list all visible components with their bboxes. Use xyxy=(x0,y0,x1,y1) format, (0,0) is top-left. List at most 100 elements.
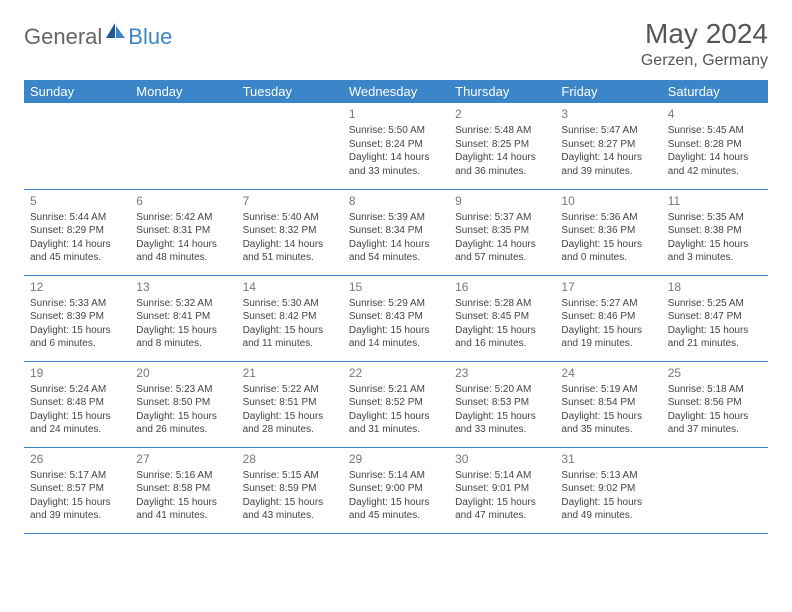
sunrise-line: Sunrise: 5:21 AM xyxy=(349,383,443,397)
calendar-day-cell: 31Sunrise: 5:13 AMSunset: 9:02 PMDayligh… xyxy=(555,447,661,533)
calendar-day-cell: 16 Sunrise: 5:28 AMSunset: 8:45 PMDayligh… xyxy=(449,275,555,361)
page-header: General Blue May 2024 Gerzen, Germany xyxy=(24,18,768,70)
day-number: 9 xyxy=(455,193,549,209)
day-number: 16 xyxy=(455,279,549,295)
sunset-line: Sunset: 8:25 PM xyxy=(455,138,549,152)
sunrise-line: Sunrise: 5:16 AM xyxy=(136,469,230,483)
daylight-line: Daylight: 15 hours and 11 minutes. xyxy=(243,324,337,351)
day-number: 14 xyxy=(243,279,337,295)
calendar-week-row: 26Sunrise: 5:17 AMSunset: 8:57 PMDayligh… xyxy=(24,447,768,533)
sunrise-line: Sunrise: 5:27 AM xyxy=(561,297,655,311)
calendar-day-cell: 1Sunrise: 5:50 AMSunset: 8:24 PMDaylight… xyxy=(343,103,449,189)
sunrise-line: Sunrise: 5:40 AM xyxy=(243,211,337,225)
calendar-day-cell: 27Sunrise: 5:16 AMSunset: 8:58 PMDayligh… xyxy=(130,447,236,533)
calendar-day-cell xyxy=(24,103,130,189)
calendar-day-cell: 14 Sunrise: 5:30 AMSunset: 8:42 PMDayligh… xyxy=(237,275,343,361)
calendar-day-cell: 21Sunrise: 5:22 AMSunset: 8:51 PMDayligh… xyxy=(237,361,343,447)
sunrise-line: Sunrise: 5:20 AM xyxy=(455,383,549,397)
sunrise-line: Sunrise: 5:44 AM xyxy=(30,211,124,225)
sunrise-line: Sunrise: 5:13 AM xyxy=(561,469,655,483)
calendar-day-cell: 9 Sunrise: 5:37 AMSunset: 8:35 PMDaylight… xyxy=(449,189,555,275)
sunset-line: Sunset: 9:01 PM xyxy=(455,482,549,496)
sunrise-line: Sunrise: 5:24 AM xyxy=(30,383,124,397)
calendar-day-cell: 11Sunrise: 5:35 AMSunset: 8:38 PMDayligh… xyxy=(662,189,768,275)
sunrise-line: Sunrise: 5:35 AM xyxy=(668,211,762,225)
calendar-day-cell: 22Sunrise: 5:21 AMSunset: 8:52 PMDayligh… xyxy=(343,361,449,447)
calendar-day-cell: 4Sunrise: 5:45 AMSunset: 8:28 PMDaylight… xyxy=(662,103,768,189)
daylight-line: Daylight: 15 hours and 24 minutes. xyxy=(30,410,124,437)
daylight-line: Daylight: 15 hours and 3 minutes. xyxy=(668,238,762,265)
sunrise-line: Sunrise: 5:37 AM xyxy=(455,211,549,225)
calendar-day-cell: 8Sunrise: 5:39 AMSunset: 8:34 PMDaylight… xyxy=(343,189,449,275)
sunset-line: Sunset: 8:43 PM xyxy=(349,310,443,324)
day-number: 28 xyxy=(243,451,337,467)
calendar-day-cell: 6Sunrise: 5:42 AMSunset: 8:31 PMDaylight… xyxy=(130,189,236,275)
sunrise-line: Sunrise: 5:47 AM xyxy=(561,124,655,138)
day-number: 13 xyxy=(136,279,230,295)
day-number: 15 xyxy=(349,279,443,295)
daylight-line: Daylight: 14 hours and 33 minutes. xyxy=(349,151,443,178)
weekday-header: Monday xyxy=(130,80,236,103)
day-number: 17 xyxy=(561,279,655,295)
day-number: 10 xyxy=(561,193,655,209)
daylight-line: Daylight: 15 hours and 49 minutes. xyxy=(561,496,655,523)
calendar-week-row: 5Sunrise: 5:44 AMSunset: 8:29 PMDaylight… xyxy=(24,189,768,275)
brand-logo: General Blue xyxy=(24,18,172,50)
day-number: 18 xyxy=(668,279,762,295)
daylight-line: Daylight: 15 hours and 28 minutes. xyxy=(243,410,337,437)
brand-word-1: General xyxy=(24,24,102,50)
calendar-week-row: 19Sunrise: 5:24 AMSunset: 8:48 PMDayligh… xyxy=(24,361,768,447)
daylight-line: Daylight: 14 hours and 48 minutes. xyxy=(136,238,230,265)
calendar-day-cell: 2Sunrise: 5:48 AMSunset: 8:25 PMDaylight… xyxy=(449,103,555,189)
sunrise-line: Sunrise: 5:19 AM xyxy=(561,383,655,397)
day-number: 22 xyxy=(349,365,443,381)
brand-word-2: Blue xyxy=(128,24,172,50)
sunset-line: Sunset: 8:35 PM xyxy=(455,224,549,238)
sunset-line: Sunset: 8:27 PM xyxy=(561,138,655,152)
sunrise-line: Sunrise: 5:28 AM xyxy=(455,297,549,311)
sunrise-line: Sunrise: 5:15 AM xyxy=(243,469,337,483)
daylight-line: Daylight: 15 hours and 43 minutes. xyxy=(243,496,337,523)
sunset-line: Sunset: 8:53 PM xyxy=(455,396,549,410)
calendar-day-cell: 24Sunrise: 5:19 AMSunset: 8:54 PMDayligh… xyxy=(555,361,661,447)
daylight-line: Daylight: 15 hours and 39 minutes. xyxy=(30,496,124,523)
sunset-line: Sunset: 8:52 PM xyxy=(349,396,443,410)
day-number: 3 xyxy=(561,106,655,122)
sunset-line: Sunset: 8:45 PM xyxy=(455,310,549,324)
calendar-table: Sunday Monday Tuesday Wednesday Thursday… xyxy=(24,80,768,534)
month-year: May 2024 xyxy=(641,18,768,50)
daylight-line: Daylight: 15 hours and 16 minutes. xyxy=(455,324,549,351)
sunrise-line: Sunrise: 5:30 AM xyxy=(243,297,337,311)
calendar-day-cell: 26Sunrise: 5:17 AMSunset: 8:57 PMDayligh… xyxy=(24,447,130,533)
calendar-day-cell: 13Sunrise: 5:32 AMSunset: 8:41 PMDayligh… xyxy=(130,275,236,361)
location-name: Gerzen, Germany xyxy=(641,52,768,70)
daylight-line: Daylight: 14 hours and 45 minutes. xyxy=(30,238,124,265)
daylight-line: Daylight: 14 hours and 57 minutes. xyxy=(455,238,549,265)
calendar-week-row: 12Sunrise: 5:33 AMSunset: 8:39 PMDayligh… xyxy=(24,275,768,361)
day-number: 20 xyxy=(136,365,230,381)
daylight-line: Daylight: 14 hours and 42 minutes. xyxy=(668,151,762,178)
sunrise-line: Sunrise: 5:36 AM xyxy=(561,211,655,225)
sunrise-line: Sunrise: 5:25 AM xyxy=(668,297,762,311)
sunrise-line: Sunrise: 5:32 AM xyxy=(136,297,230,311)
sunrise-line: Sunrise: 5:42 AM xyxy=(136,211,230,225)
sunset-line: Sunset: 8:42 PM xyxy=(243,310,337,324)
calendar-day-cell: 12Sunrise: 5:33 AMSunset: 8:39 PMDayligh… xyxy=(24,275,130,361)
sunset-line: Sunset: 8:57 PM xyxy=(30,482,124,496)
daylight-line: Daylight: 15 hours and 47 minutes. xyxy=(455,496,549,523)
daylight-line: Daylight: 15 hours and 45 minutes. xyxy=(349,496,443,523)
sunset-line: Sunset: 9:02 PM xyxy=(561,482,655,496)
sunrise-line: Sunrise: 5:23 AM xyxy=(136,383,230,397)
calendar-day-cell: 19 Sunrise: 5:24 AMSunset: 8:48 PMDayligh… xyxy=(24,361,130,447)
day-number: 4 xyxy=(668,106,762,122)
day-number: 19 xyxy=(30,365,124,381)
daylight-line: Daylight: 15 hours and 37 minutes. xyxy=(668,410,762,437)
day-number: 27 xyxy=(136,451,230,467)
day-number: 5 xyxy=(30,193,124,209)
day-number: 11 xyxy=(668,193,762,209)
calendar-day-cell: 5Sunrise: 5:44 AMSunset: 8:29 PMDaylight… xyxy=(24,189,130,275)
calendar-day-cell xyxy=(130,103,236,189)
day-number: 24 xyxy=(561,365,655,381)
sunrise-line: Sunrise: 5:39 AM xyxy=(349,211,443,225)
sunset-line: Sunset: 8:48 PM xyxy=(30,396,124,410)
